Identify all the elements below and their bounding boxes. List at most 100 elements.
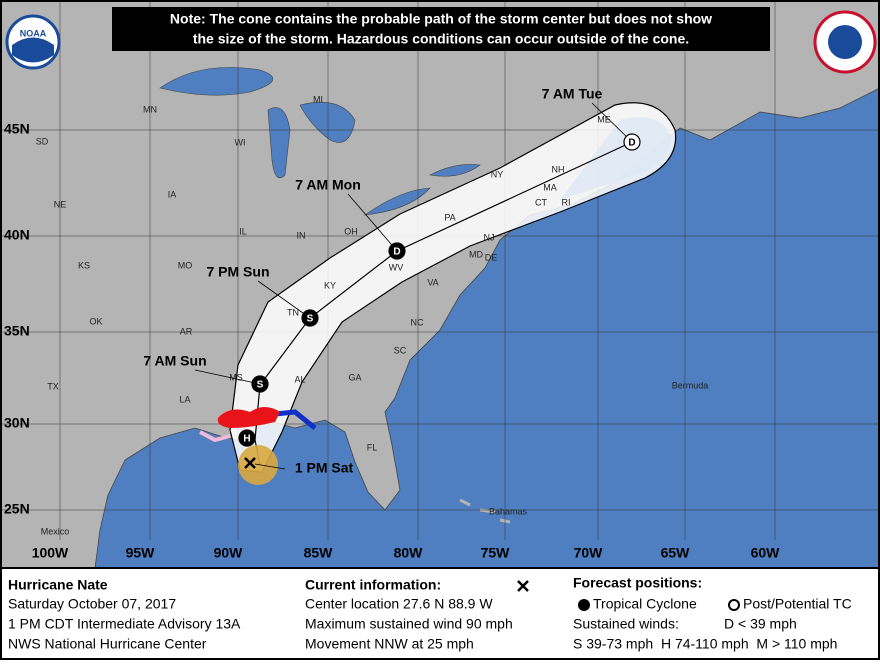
legend-filled bbox=[578, 599, 590, 611]
current-icon bbox=[517, 580, 529, 592]
forecast-time: 7 PM Sun bbox=[206, 264, 269, 280]
current-line: Maximum sustained wind 90 mph bbox=[305, 616, 513, 632]
region-label: ME bbox=[597, 114, 611, 124]
legend-tropical: Tropical Cyclone bbox=[593, 596, 697, 612]
forecast-symbol: S bbox=[307, 314, 314, 325]
region-label: AR bbox=[180, 326, 193, 336]
region-label: VA bbox=[427, 277, 438, 287]
region-label: MA bbox=[543, 182, 557, 192]
region-label: MO bbox=[178, 260, 193, 270]
watch-line bbox=[199, 430, 231, 443]
hurricane-warning bbox=[217, 407, 280, 428]
lake bbox=[267, 107, 291, 179]
region-label: IN bbox=[297, 230, 306, 240]
great-lakes bbox=[159, 67, 481, 216]
region-label: CT bbox=[535, 197, 547, 207]
forecast-point bbox=[388, 242, 406, 260]
legend-scale: S 39-73 mph H 74-110 mph M > 110 mph bbox=[573, 636, 837, 652]
note-text: the size of the storm. Hazardous conditi… bbox=[193, 31, 689, 47]
legend-d: D < 39 mph bbox=[724, 616, 797, 632]
region-label: IL bbox=[239, 226, 247, 236]
current-position bbox=[244, 457, 256, 469]
current-line: Center location 27.6 N 88.9 W bbox=[305, 596, 493, 612]
label-leader bbox=[194, 369, 261, 385]
lake bbox=[363, 187, 431, 216]
region-label: TX bbox=[47, 381, 59, 391]
issuing-center: NWS National Hurricane Center bbox=[8, 636, 207, 652]
lon-label: 100W bbox=[32, 545, 69, 561]
region-label: MS bbox=[229, 372, 243, 382]
region-label: MI bbox=[313, 94, 323, 104]
lat-label: 40N bbox=[4, 227, 30, 243]
lon-label: 75W bbox=[481, 545, 511, 561]
nws-logo-inner bbox=[828, 25, 862, 59]
region-label: NC bbox=[411, 317, 424, 327]
lon-label: 70W bbox=[574, 545, 604, 561]
note-box bbox=[112, 7, 770, 51]
track-line bbox=[254, 141, 633, 466]
region-label: KY bbox=[324, 280, 336, 290]
region-label: FL bbox=[367, 442, 378, 452]
label-leader bbox=[347, 193, 398, 252]
region-label: AL bbox=[294, 374, 305, 384]
region-label: NJ bbox=[484, 232, 495, 242]
lat-label: 35N bbox=[4, 323, 30, 339]
legend-winds: Sustained winds: bbox=[573, 616, 679, 632]
lake bbox=[159, 67, 273, 96]
lon-label: 95W bbox=[126, 545, 156, 561]
region-label: IA bbox=[168, 189, 177, 199]
region-label: OK bbox=[89, 316, 102, 326]
region-label: Mexico bbox=[41, 526, 70, 536]
region-label: PA bbox=[444, 212, 455, 222]
current-line: Movement NNW at 25 mph bbox=[305, 636, 474, 652]
region-label: Bermuda bbox=[672, 380, 709, 390]
region-label: SD bbox=[36, 136, 49, 146]
forecast-point bbox=[623, 133, 641, 151]
region-label: SC bbox=[394, 345, 407, 355]
noaa-logo-wave bbox=[12, 37, 54, 63]
storm-name: Hurricane Nate bbox=[8, 577, 108, 593]
lon-label: 60W bbox=[751, 545, 781, 561]
lon-label: 85W bbox=[304, 545, 334, 561]
forecast-point bbox=[301, 309, 319, 327]
label-leader bbox=[257, 280, 311, 319]
legend-post: Post/Potential TC bbox=[743, 596, 852, 612]
info-panel bbox=[0, 568, 880, 660]
region-label: OH bbox=[344, 226, 358, 236]
warning-line bbox=[274, 409, 317, 430]
forecast-time: 7 AM Sun bbox=[143, 353, 206, 369]
advisory-date: Saturday October 07, 2017 bbox=[8, 596, 176, 612]
region-label: DE bbox=[485, 252, 498, 262]
lon-label: 90W bbox=[214, 545, 244, 561]
lat-label: 45N bbox=[4, 121, 30, 137]
lat-label: 30N bbox=[4, 415, 30, 431]
cone-days-4-5 bbox=[560, 117, 671, 200]
lake bbox=[429, 164, 481, 177]
forecast-symbol: D bbox=[628, 138, 635, 149]
region-label: NE bbox=[54, 199, 67, 209]
forecast-heading: Forecast positions: bbox=[573, 575, 702, 591]
wind-field bbox=[238, 445, 278, 485]
label-leader bbox=[591, 102, 633, 143]
region-label: Bahamas bbox=[489, 506, 528, 516]
graticule bbox=[0, 0, 880, 540]
label-leader bbox=[254, 463, 286, 470]
noaa-logo-text: NOAA bbox=[20, 28, 47, 38]
legend-hollow bbox=[728, 599, 740, 611]
forecast-symbol: S bbox=[257, 380, 264, 391]
forecast-point bbox=[251, 375, 269, 393]
region-label: RI bbox=[562, 197, 571, 207]
region-label: MD bbox=[469, 249, 483, 259]
current-time: 1 PM Sat bbox=[295, 460, 354, 476]
region-label: NH bbox=[552, 164, 565, 174]
lake bbox=[299, 101, 356, 143]
region-label: WV bbox=[389, 262, 404, 272]
advisory-number: 1 PM CDT Intermediate Advisory 13A bbox=[8, 616, 241, 632]
forecast-symbol: H bbox=[243, 434, 250, 445]
region-label: GA bbox=[348, 372, 361, 382]
forecast-time: 7 AM Mon bbox=[295, 177, 361, 193]
forecast-point bbox=[238, 429, 256, 447]
lon-label: 80W bbox=[394, 545, 424, 561]
region-label: WI bbox=[235, 137, 246, 147]
